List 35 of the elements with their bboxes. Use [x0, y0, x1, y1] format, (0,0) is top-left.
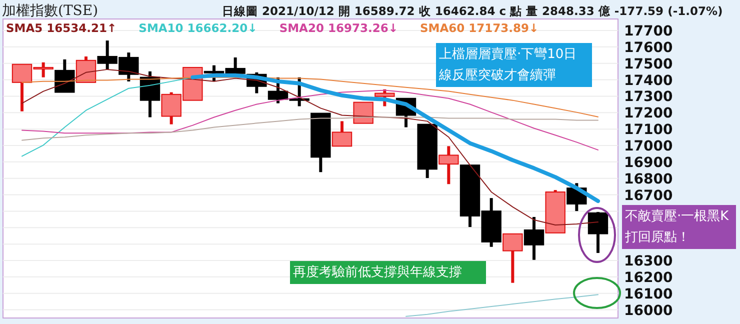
- chart-title: 加權指數(TSE): [2, 3, 98, 19]
- y-tick-label: 17700: [624, 24, 673, 40]
- line-series: [22, 90, 598, 150]
- text: 不敵賣壓‧一根黑K打回原點！: [622, 205, 736, 249]
- y-tick-label: 17100: [624, 122, 673, 138]
- candlestick: [524, 216, 544, 260]
- y-tick-label: 16200: [624, 270, 673, 286]
- y-tick-label: 16100: [624, 286, 673, 302]
- line-series: [22, 116, 598, 141]
- y-tick-label: 17400: [624, 72, 673, 89]
- candlestick: [588, 212, 608, 253]
- y-tick-label: 17500: [624, 56, 673, 72]
- y-tick-label: 16900: [624, 154, 673, 171]
- chart-subtitle: 日線圖 2021/10/12 開 16589.72 收 16462.84 c 點 量 2848.33 億 -177.59 (-1.07%): [222, 4, 723, 18]
- line-series: [406, 294, 598, 317]
- text: SMA10 16662.20↓: [138, 21, 258, 35]
- candlestick: [140, 71, 160, 118]
- text: SMA20 16973.26↓: [279, 21, 398, 35]
- candlestick: [332, 121, 352, 147]
- candlestick: [54, 59, 75, 93]
- annotation: 上檔層層賣壓‧下彎10日線反壓突破才會續彈: [436, 43, 592, 87]
- text: SMA60 17173.89↓: [420, 21, 539, 35]
- candlestick: [353, 102, 374, 124]
- y-tick-label: 16700: [624, 188, 673, 204]
- annotation: 再度考驗前低支撐與年線支撐: [290, 261, 486, 284]
- y-tick-label: 17600: [624, 40, 673, 56]
- y-tick-label: 16000: [624, 302, 673, 319]
- y-tick-label: 17000: [624, 138, 673, 154]
- text: SMA5 16534.21↑: [6, 21, 117, 35]
- y-tick-label: 17300: [624, 89, 673, 106]
- y-tick-label: 16300: [624, 254, 673, 270]
- candlestick: [438, 146, 459, 184]
- y-tick-label: 17200: [624, 106, 673, 122]
- candlestick: [502, 233, 523, 283]
- y-tick-label: 16800: [624, 171, 673, 188]
